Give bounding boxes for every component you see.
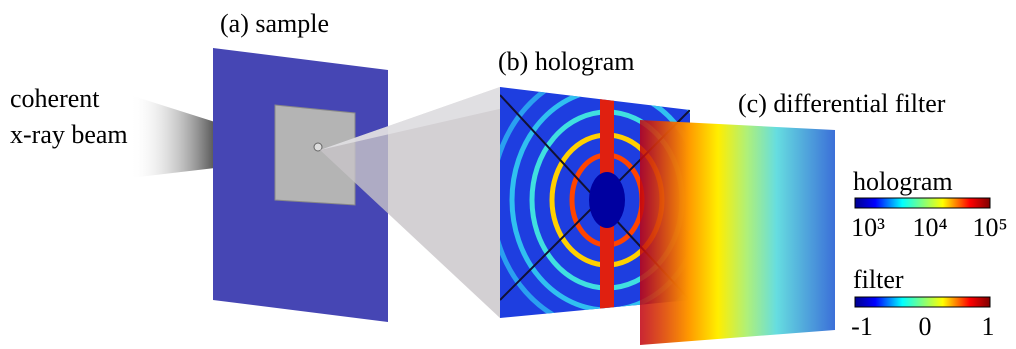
panel-label: (a) sample bbox=[220, 9, 329, 38]
colorbar-tick: 10⁵ bbox=[972, 213, 1007, 242]
colorbar-tick: 10⁴ bbox=[912, 213, 947, 242]
colorbar bbox=[855, 198, 990, 208]
panel-label: (c) differential filter bbox=[738, 89, 946, 118]
colorbar-title: hologram bbox=[853, 167, 953, 196]
figure: coherent x-ray beam (a) sample (b) holog… bbox=[0, 0, 1016, 349]
colorbar-tick: 10³ bbox=[851, 213, 885, 242]
beam bbox=[130, 95, 215, 178]
colorbar-tick: -1 bbox=[851, 312, 873, 341]
colorbar-tick: 1 bbox=[982, 312, 995, 341]
panel-label: (b) hologram bbox=[498, 47, 634, 76]
colorbar-title: filter bbox=[853, 265, 904, 294]
colorbar bbox=[855, 297, 990, 307]
filter-plane bbox=[640, 120, 835, 345]
colorbar-tick: 0 bbox=[919, 312, 932, 341]
beam-label: x-ray beam bbox=[10, 120, 128, 149]
beam-label: coherent bbox=[10, 84, 100, 113]
